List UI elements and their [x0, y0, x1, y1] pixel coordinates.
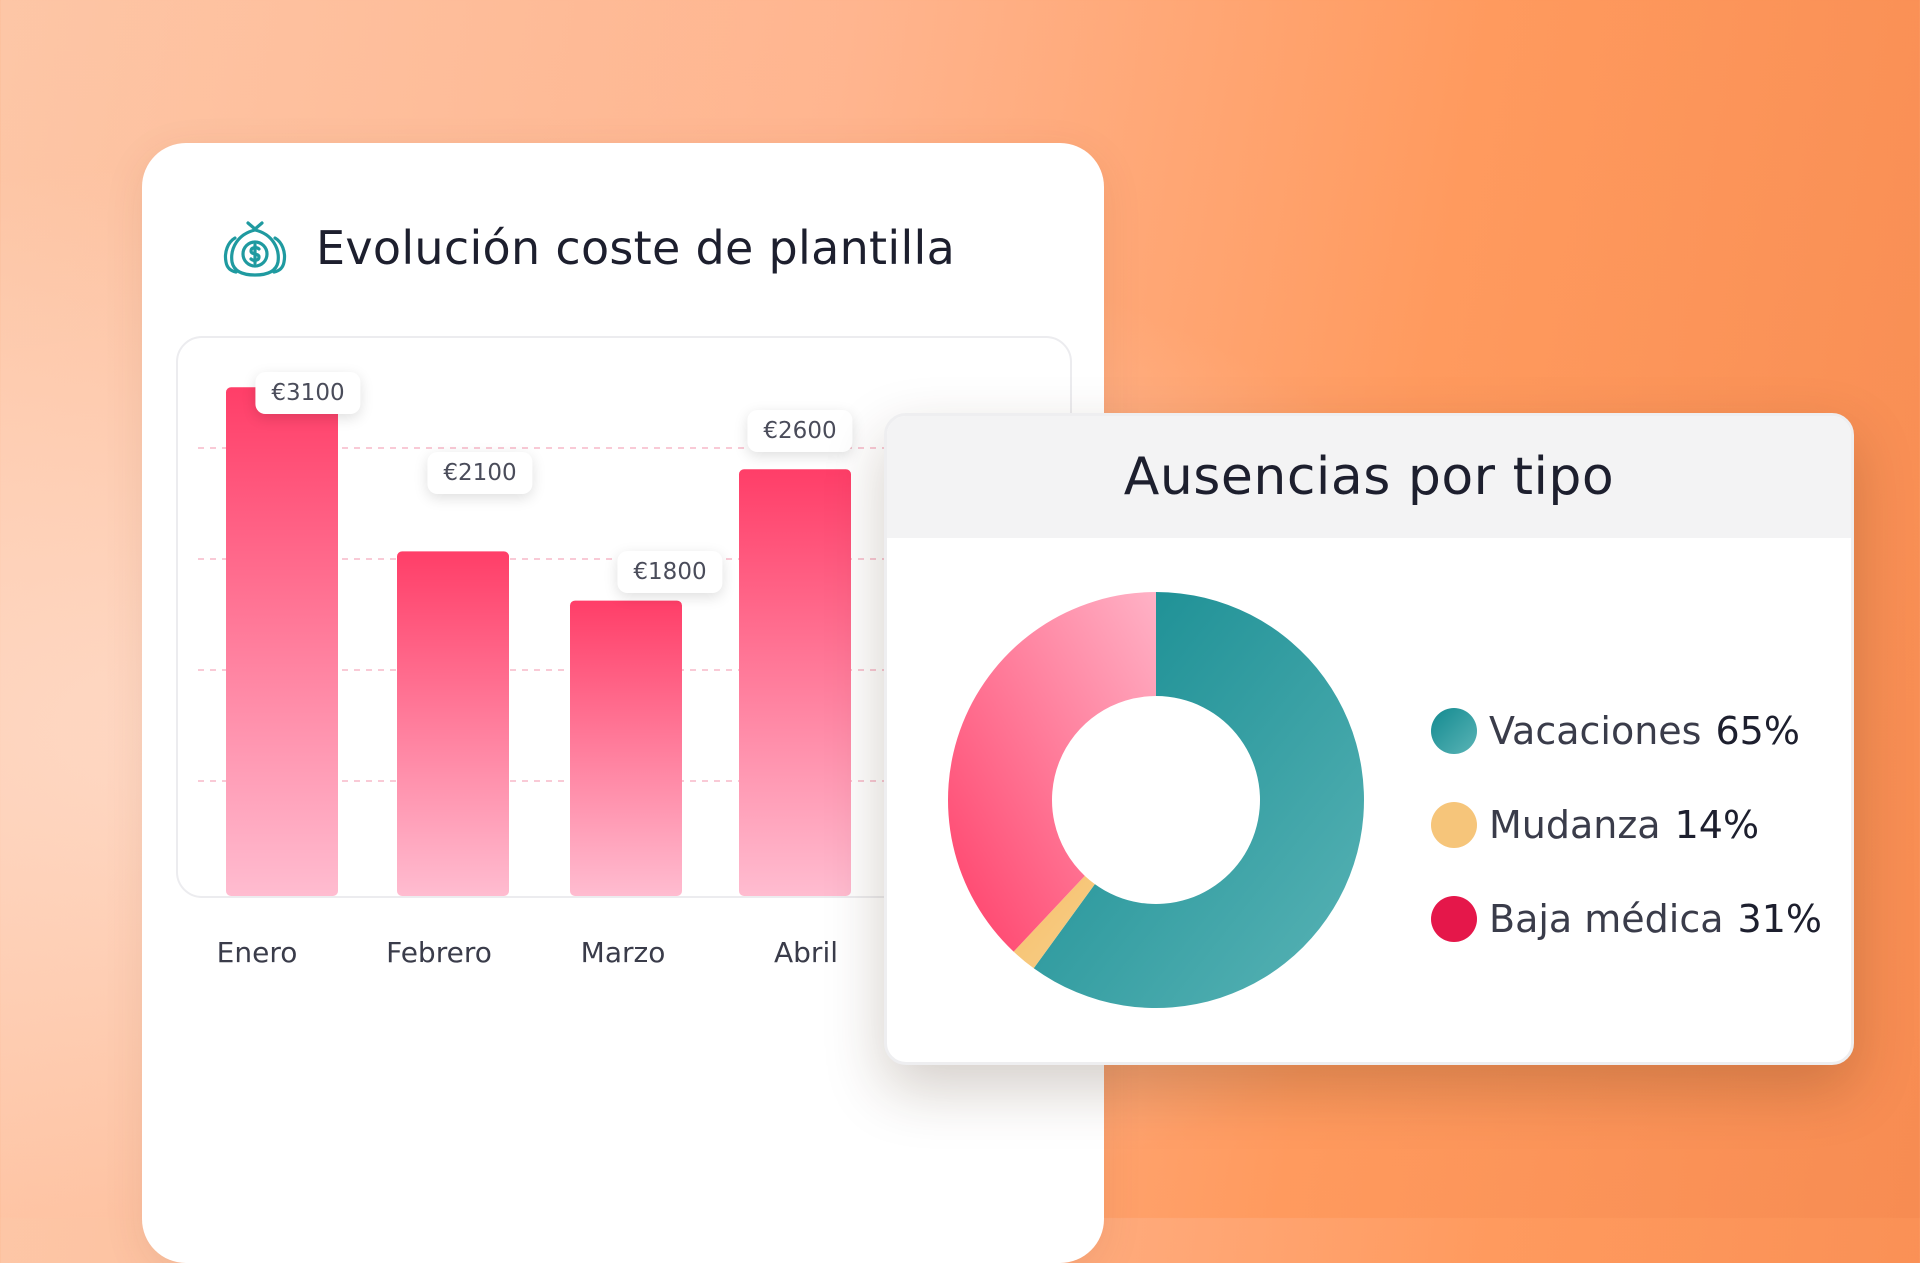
absences-card: Ausencias por tipo Vacaciones 65% Mudanza 1…: [884, 413, 1854, 1065]
legend-label: Mudanza: [1489, 803, 1661, 847]
donut-chart: [947, 592, 1364, 1008]
x-tick-label: Febrero: [386, 936, 492, 969]
bar-chart: [198, 387, 1070, 896]
legend-value: 14%: [1674, 803, 1760, 847]
value-label-marzo: €1800: [617, 551, 723, 593]
legend-label: Vacaciones: [1489, 709, 1702, 753]
legend-label: Baja médica: [1489, 897, 1724, 941]
legend-value: 65%: [1715, 709, 1800, 753]
x-tick-label: Enero: [216, 936, 298, 969]
cost-card-title: Evolución coste de plantilla: [316, 221, 956, 275]
x-tick-label: Marzo: [580, 936, 666, 969]
bar-marzo: [570, 600, 682, 896]
value-label-enero: €3100: [255, 372, 361, 414]
legend-item: Baja médica 31%: [1431, 872, 1822, 966]
legend-item: Mudanza 14%: [1431, 778, 1822, 872]
legend-swatch: [1431, 896, 1477, 942]
value-label-abril: €2600: [747, 410, 853, 452]
x-tick-label: Abril: [774, 936, 838, 969]
donut-slice-vacaciones: [1033, 592, 1364, 1008]
legend-swatch: [1431, 802, 1477, 848]
donut-slice-baja-médica: [947, 592, 1156, 952]
legend-value: 31%: [1737, 897, 1822, 941]
bar-enero: [226, 387, 338, 896]
money-bag-icon: [223, 221, 287, 277]
bar-febrero: [397, 551, 509, 896]
absences-card-header: Ausencias por tipo: [887, 416, 1851, 538]
cost-card-header: Evolución coste de plantilla: [220, 218, 955, 278]
value-label-febrero: €2100: [427, 452, 533, 494]
legend-swatch: [1431, 708, 1477, 754]
donut-legend: Vacaciones 65% Mudanza 14% Baja médica 31%: [1431, 684, 1822, 966]
legend-item: Vacaciones 65%: [1431, 684, 1822, 778]
absences-card-title: Ausencias por tipo: [1123, 447, 1615, 507]
bar-abril: [739, 469, 851, 896]
donut-slice-mudanza: [1013, 875, 1095, 969]
